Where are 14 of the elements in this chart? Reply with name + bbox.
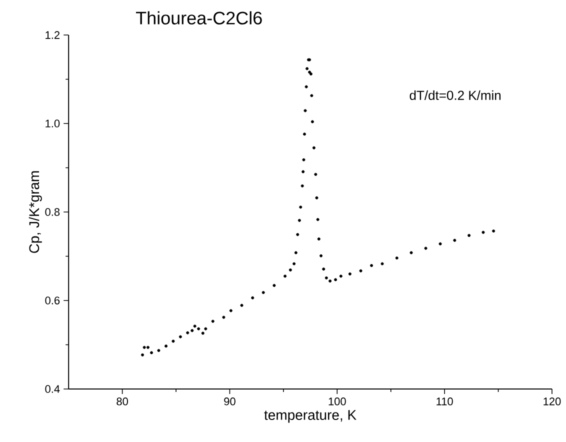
y-tick-label: 1.2: [46, 31, 60, 39]
x-axis-title: temperature, K: [264, 410, 356, 423]
chart-title: Thiourea-C2Cl6: [136, 11, 262, 24]
y-axis-title: Cp, J/K*gram: [28, 171, 42, 253]
x-tick-label: 80: [116, 398, 128, 406]
x-tick-label: 110: [436, 398, 453, 406]
x-tick-label: 100: [328, 398, 346, 406]
y-tick-label: 0.6: [45, 296, 60, 304]
y-tick-label: 0.8: [45, 208, 60, 216]
x-tick-label: 90: [224, 398, 236, 406]
annotation: dT/dt=0.2 K/min: [410, 90, 501, 100]
y-tick-label: 1.0: [46, 120, 60, 128]
y-tick-label: 0.4: [45, 385, 60, 393]
x-tick-label: 120: [544, 398, 561, 406]
